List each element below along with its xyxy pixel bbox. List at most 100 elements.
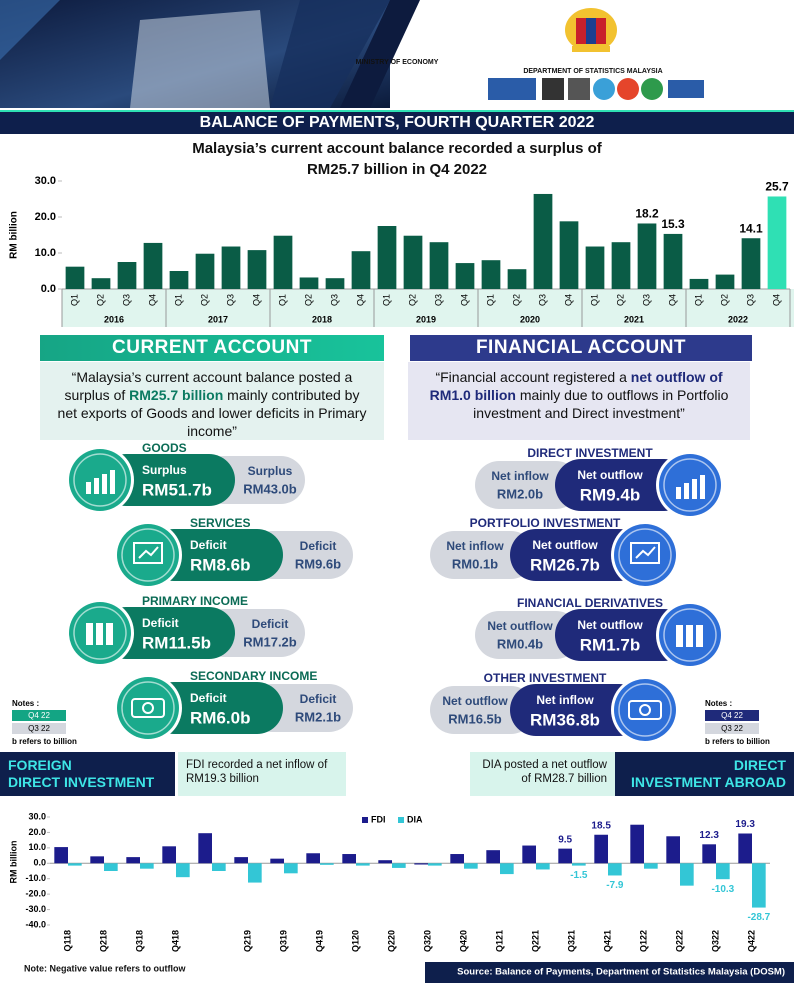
line: DIRECT — [733, 757, 786, 773]
value-label: 19.3 — [735, 819, 755, 830]
notes-unit: b refers to billion — [705, 737, 770, 746]
bar — [143, 242, 163, 289]
bar — [248, 863, 262, 883]
current-pill — [148, 529, 283, 581]
bar — [212, 863, 226, 871]
glyph-part — [138, 546, 159, 559]
current-status: Surplus — [142, 463, 187, 477]
glyph-part — [676, 487, 681, 499]
glyph-part — [96, 623, 103, 645]
glyph-part — [106, 623, 113, 645]
bar — [403, 235, 423, 289]
y-tick-label: 0.0 — [33, 858, 46, 868]
x-tick-label: Q422 — [746, 930, 756, 952]
glyph-part — [676, 625, 683, 647]
year-label: 2016 — [104, 314, 124, 324]
bar — [585, 246, 605, 289]
x-tick-label: Q118 — [62, 930, 72, 952]
banner — [0, 110, 794, 134]
x-tick-label: Q420 — [458, 930, 468, 952]
legend-swatch — [398, 817, 404, 823]
year-label: 2022 — [728, 314, 748, 324]
dia-head-box — [615, 752, 794, 796]
text: mainly contributed by net exports of Goo… — [57, 387, 367, 439]
current-amount: RM26.7b — [530, 555, 600, 574]
bar — [559, 221, 579, 289]
current-pill — [148, 682, 283, 734]
line: INVESTMENT ABROAD — [630, 774, 786, 790]
previous-status: Deficit — [300, 692, 337, 706]
glyph-part — [684, 483, 689, 499]
banner-rule — [0, 110, 794, 112]
x-tick-label: Q2 — [95, 294, 105, 306]
current-status: Deficit — [190, 538, 227, 552]
logos — [488, 78, 704, 100]
glyph-part — [133, 542, 163, 564]
glyph-part — [131, 698, 165, 718]
legend-label: DIA — [407, 814, 423, 824]
current-status: Net inflow — [536, 693, 594, 707]
y-tick-label: 10.0 — [28, 842, 46, 852]
current-pill — [510, 684, 645, 736]
y-tick-label: 10.0 — [35, 247, 56, 259]
x-tick-label: Q322 — [710, 930, 720, 952]
notes-heading: Notes : — [12, 699, 39, 708]
current-pill — [555, 459, 690, 511]
item-title: SECONDARY INCOME — [190, 669, 317, 683]
glyph-part — [94, 478, 99, 494]
current-amount: RM36.8b — [530, 710, 600, 729]
x-tick-label: Q2 — [407, 294, 417, 306]
x-tick-label: Q1 — [277, 294, 287, 306]
notes-previous: Q3 22 — [721, 724, 743, 733]
x-tick-label: Q4 — [563, 294, 573, 306]
bar — [522, 845, 536, 864]
dia-text: DIA posted a net outflow of RM28.7 billi… — [482, 759, 607, 785]
bar — [104, 863, 118, 871]
icon-glyph — [676, 475, 705, 499]
bar — [117, 262, 137, 289]
bar — [54, 847, 68, 864]
current-pill — [100, 454, 235, 506]
bar — [533, 193, 553, 289]
x-tick-label: Q222 — [674, 930, 684, 952]
bar — [536, 863, 550, 870]
source: Source: Balance of Payments, Department … — [457, 967, 785, 978]
glyph-part — [86, 623, 93, 645]
icon-ring — [663, 608, 717, 662]
x-tick-label: Q3 — [537, 294, 547, 306]
bar — [169, 271, 189, 289]
previous-status: Net outflow — [487, 619, 553, 633]
icon-glyph — [131, 698, 165, 718]
icon-ring — [121, 528, 175, 582]
previous-status: Deficit — [300, 539, 337, 553]
x-tick-label: Q2 — [511, 294, 521, 306]
current-pill — [555, 609, 690, 661]
value-label: -28.7 — [747, 912, 770, 923]
bar — [299, 277, 319, 289]
y-tick-label: 20.0 — [28, 827, 46, 837]
header-triangle — [340, 0, 420, 108]
bar — [68, 863, 82, 866]
icon-glyph — [676, 625, 703, 647]
icon-circle — [614, 679, 676, 741]
financial-account-heading: FINANCIAL ACCOUNT — [410, 335, 752, 361]
glyph-part — [102, 474, 107, 494]
previous-amount: RM0.4b — [497, 636, 543, 651]
bar — [507, 269, 527, 289]
x-tick-label: Q220 — [386, 930, 396, 952]
axis-band — [62, 289, 794, 327]
x-tick-label: Q4 — [771, 294, 781, 306]
x-tick-label: Q321 — [566, 930, 576, 952]
icon-circle — [117, 677, 179, 739]
glyph-part — [696, 625, 703, 647]
coat-of-arms — [565, 8, 617, 52]
current-amount: RM51.7b — [142, 480, 212, 499]
previous-pill — [475, 461, 580, 509]
bar — [464, 863, 478, 869]
x-tick-label: Q1 — [485, 294, 495, 306]
item-title: DIRECT INVESTMENT — [527, 446, 653, 460]
glyph-part — [686, 625, 693, 647]
bar — [247, 250, 267, 289]
bar — [450, 854, 464, 864]
